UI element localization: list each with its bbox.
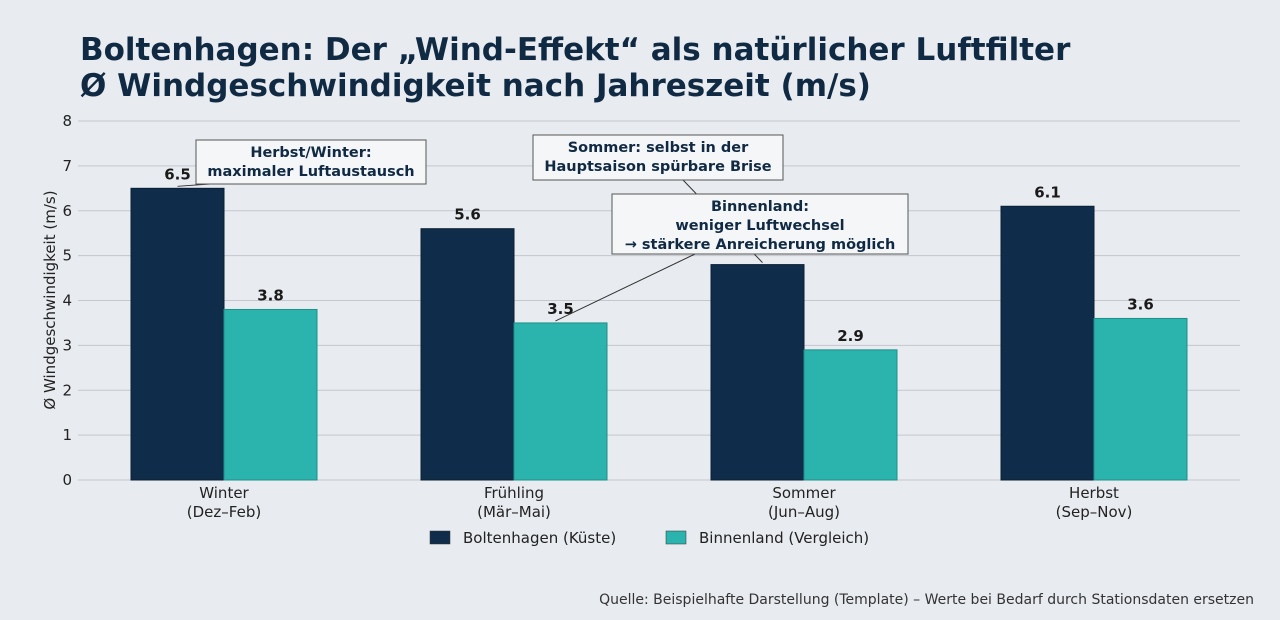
- annotation-text: weniger Luftwechsel: [675, 218, 844, 234]
- x-tick-label: (Dez–Feb): [187, 503, 261, 521]
- y-axis-label: Ø Windgeschwindigkeit (m/s): [41, 190, 59, 409]
- annotation-background: [195, 139, 427, 185]
- annotation-text: → stärkere Anreicherung möglich: [625, 237, 896, 253]
- y-tick-label: 2: [62, 381, 72, 399]
- source-note: Quelle: Beispielhafte Darstellung (Templ…: [599, 592, 1254, 608]
- legend-swatch: [665, 530, 687, 545]
- annotation-text: Sommer: selbst in der: [568, 140, 749, 156]
- annotation-text: maximaler Luftaustausch: [207, 164, 414, 180]
- data-label: 3.5: [547, 300, 574, 318]
- bar-boltenhagen: [420, 228, 515, 481]
- legend-label: Binnenland (Vergleich): [699, 529, 869, 547]
- y-tick-label: 8: [62, 112, 72, 130]
- x-tick-label: Herbst: [1069, 484, 1119, 502]
- chart-title: Boltenhagen: Der „Wind-Effekt“ als natür…: [80, 32, 1070, 104]
- y-tick-label: 3: [62, 336, 72, 354]
- y-tick-label: 6: [62, 202, 72, 220]
- data-label: 3.8: [257, 286, 284, 304]
- annotation-text: Hauptsaison spürbare Brise: [544, 159, 771, 175]
- bar-boltenhagen: [130, 187, 225, 481]
- bar-binnenland: [223, 308, 318, 481]
- bar-binnenland: [513, 322, 608, 481]
- data-label: 3.6: [1127, 295, 1154, 313]
- annotation-leader-line: [555, 253, 696, 322]
- annotation-background: [611, 193, 909, 255]
- annotation-background: [532, 134, 784, 181]
- bar-boltenhagen: [710, 264, 805, 481]
- data-label: 2.9: [837, 327, 864, 345]
- annotation-box: Sommer: selbst in der Hauptsaison spürbar…: [532, 134, 784, 181]
- x-tick-label: (Sep–Nov): [1056, 503, 1133, 521]
- y-tick-label: 1: [62, 426, 72, 444]
- x-tick-label: Sommer: [772, 484, 836, 502]
- y-tick-label: 7: [62, 157, 72, 175]
- bar-binnenland: [1093, 317, 1188, 481]
- x-tick-label: (Mär–Mai): [477, 503, 551, 521]
- annotation-text: Binnenland:: [711, 199, 809, 215]
- bar-boltenhagen: [1000, 205, 1095, 481]
- x-tick-label: (Jun–Aug): [768, 503, 840, 521]
- y-tick-label: 5: [62, 247, 72, 265]
- data-label: 6.5: [164, 165, 191, 183]
- title-line-2: Ø Windgeschwindigkeit nach Jahreszeit (m…: [80, 68, 871, 104]
- legend-label: Boltenhagen (Küste): [463, 529, 616, 547]
- title-line-1: Boltenhagen: Der „Wind-Effekt“ als natür…: [80, 32, 1071, 68]
- annotation-box: Herbst/Winter: maximaler Luftaustausch: [195, 139, 427, 185]
- x-tick-label: Frühling: [484, 484, 544, 502]
- data-label: 5.6: [454, 206, 481, 224]
- y-tick-label: 4: [62, 292, 72, 310]
- annotation-box: Binnenland: weniger Luftwechsel → stärkere…: [611, 193, 909, 255]
- annotation-text: Herbst/Winter:: [250, 145, 371, 161]
- x-tick-label: Winter: [199, 484, 249, 502]
- y-tick-label: 0: [62, 471, 72, 489]
- legend-swatch: [429, 530, 451, 545]
- bar-binnenland: [803, 349, 898, 481]
- data-label: 6.1: [1034, 183, 1061, 201]
